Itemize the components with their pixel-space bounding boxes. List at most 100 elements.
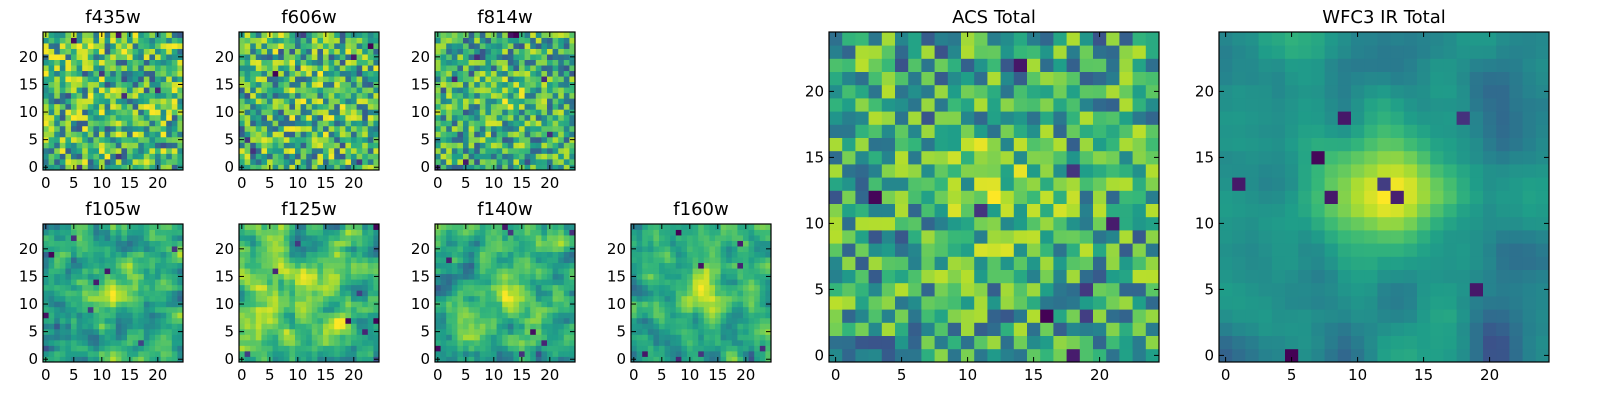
heatmap-cell bbox=[457, 295, 464, 302]
heatmap-cell bbox=[171, 87, 178, 94]
heatmap-cell bbox=[362, 301, 369, 308]
heatmap-cell bbox=[43, 37, 49, 44]
heatmap-cell bbox=[317, 109, 324, 116]
heatmap-cell bbox=[149, 268, 156, 275]
heatmap-cell bbox=[323, 251, 329, 258]
heatmap-cell bbox=[82, 224, 89, 230]
heatmap-cell bbox=[1040, 322, 1054, 336]
heatmap-cell bbox=[664, 273, 671, 280]
heatmap-cell bbox=[468, 268, 475, 275]
heatmap-cell bbox=[468, 229, 475, 236]
heatmap-cell bbox=[132, 268, 139, 275]
heatmap-cell bbox=[558, 240, 565, 247]
heatmap-cell bbox=[300, 306, 307, 313]
heatmap-cell bbox=[908, 150, 922, 165]
heatmap-cell bbox=[524, 235, 531, 241]
heatmap-cell bbox=[675, 334, 682, 341]
heatmap-cell bbox=[715, 262, 721, 269]
heatmap-cell bbox=[289, 257, 296, 264]
heatmap-cell bbox=[171, 142, 178, 149]
heatmap-cell bbox=[524, 246, 531, 252]
heatmap-cell bbox=[160, 312, 167, 319]
heatmap-cell bbox=[99, 37, 105, 44]
heatmap-cell bbox=[306, 131, 313, 138]
heatmap-cell bbox=[642, 224, 649, 230]
heatmap-cell bbox=[569, 290, 576, 297]
heatmap-cell bbox=[541, 306, 548, 313]
heatmap-cell bbox=[138, 284, 145, 291]
heatmap-cell bbox=[143, 43, 150, 49]
heatmap-cell bbox=[947, 269, 962, 284]
heatmap-cell bbox=[485, 59, 492, 66]
heatmap-cell bbox=[239, 103, 245, 110]
heatmap-cell bbox=[244, 350, 251, 357]
heatmap-cell bbox=[323, 37, 329, 44]
heatmap-cell bbox=[440, 158, 447, 165]
heatmap-cell bbox=[351, 136, 357, 143]
heatmap-cell bbox=[759, 301, 766, 308]
heatmap-cell bbox=[127, 334, 133, 341]
heatmap-cell bbox=[530, 251, 537, 258]
heatmap-cell bbox=[160, 350, 167, 357]
heatmap-cell bbox=[250, 339, 257, 346]
heatmap-cell bbox=[703, 328, 710, 335]
heatmap-cell bbox=[558, 158, 565, 165]
heatmap-cell bbox=[267, 37, 273, 44]
heatmap-cell bbox=[334, 54, 341, 60]
heatmap-cell bbox=[93, 312, 100, 319]
heatmap-cell bbox=[54, 87, 61, 94]
heatmap-cell bbox=[653, 328, 660, 335]
heatmap-cell bbox=[1106, 269, 1120, 284]
heatmap-cell bbox=[278, 301, 285, 308]
heatmap-cell bbox=[659, 246, 665, 252]
heatmap-cell bbox=[362, 164, 369, 171]
heatmap-cell bbox=[934, 190, 949, 204]
heatmap-cell bbox=[653, 262, 660, 269]
x-tick-label: 15 bbox=[120, 174, 139, 192]
heatmap-cell bbox=[171, 70, 178, 77]
heatmap-cell bbox=[239, 334, 245, 341]
heatmap-cell bbox=[563, 109, 570, 116]
heatmap-cell bbox=[1027, 177, 1041, 191]
heatmap-cell bbox=[239, 229, 245, 236]
heatmap-cell bbox=[535, 328, 542, 335]
heatmap-cell bbox=[300, 92, 307, 99]
heatmap-cell bbox=[87, 290, 94, 297]
heatmap-cell bbox=[160, 59, 167, 66]
heatmap-cell bbox=[463, 153, 469, 160]
heatmap-cell bbox=[367, 43, 374, 49]
heatmap-cell bbox=[485, 103, 492, 110]
heatmap-cell bbox=[155, 262, 161, 269]
heatmap-cell bbox=[715, 251, 721, 258]
heatmap-cell bbox=[541, 81, 548, 88]
heatmap-cell bbox=[507, 136, 514, 143]
heatmap-cell bbox=[306, 54, 313, 60]
heatmap-cell bbox=[947, 164, 962, 178]
heatmap-cell bbox=[726, 339, 733, 346]
heatmap-cell bbox=[345, 257, 352, 264]
heatmap-cell bbox=[541, 279, 548, 286]
heatmap-cell bbox=[659, 317, 665, 324]
heatmap-cell bbox=[345, 114, 352, 121]
heatmap-cell bbox=[65, 158, 72, 165]
heatmap-cell bbox=[155, 229, 161, 236]
heatmap-cell bbox=[636, 235, 643, 241]
heatmap-cell bbox=[93, 345, 100, 352]
heatmap-cell bbox=[519, 87, 525, 94]
heatmap-cell bbox=[317, 350, 324, 357]
heatmap-cell bbox=[155, 306, 161, 313]
heatmap-cell bbox=[552, 32, 559, 38]
heatmap-cell bbox=[278, 32, 285, 38]
heatmap-cell bbox=[267, 345, 273, 352]
heatmap-cell bbox=[65, 131, 72, 138]
heatmap-cell bbox=[317, 229, 324, 236]
heatmap-cell bbox=[132, 70, 139, 77]
heatmap-cell bbox=[1027, 190, 1041, 204]
heatmap-cell bbox=[76, 334, 83, 341]
heatmap-cell bbox=[743, 262, 749, 269]
heatmap-cell bbox=[446, 284, 453, 291]
heatmap-cell bbox=[171, 59, 178, 66]
heatmap-cell bbox=[457, 147, 464, 154]
